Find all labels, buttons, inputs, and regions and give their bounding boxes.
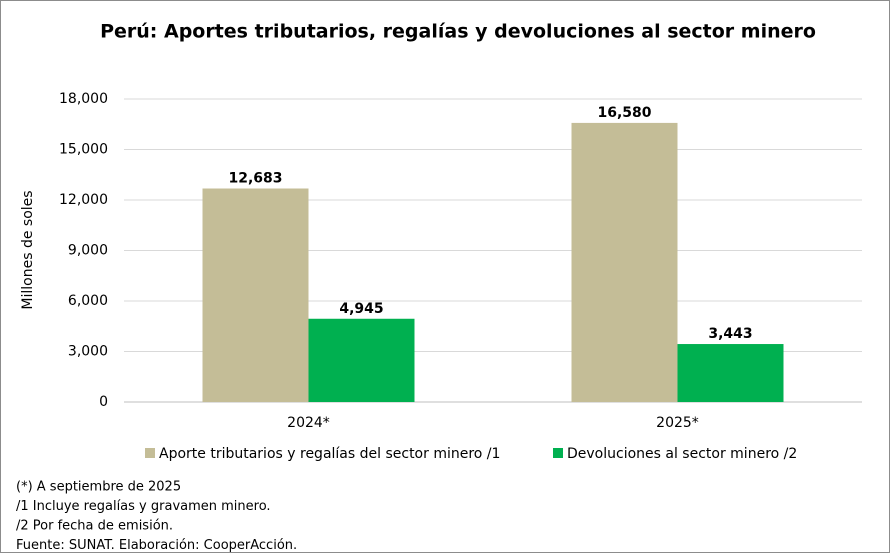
- legend-label: Devoluciones al sector minero /2: [567, 446, 797, 462]
- y-tick-label: 15,000: [59, 142, 108, 158]
- value-label: 16,580: [597, 105, 651, 121]
- footnote: (*) A septiembre de 2025: [16, 480, 181, 495]
- legend-swatch: [553, 448, 563, 458]
- bar: [677, 344, 784, 402]
- y-tick-label: 0: [99, 394, 108, 410]
- x-tick-label: 2025*: [656, 415, 699, 431]
- bar: [202, 188, 309, 402]
- x-tick-label: 2024*: [287, 415, 330, 431]
- footnote: /1 Incluye regalías y gravamen minero.: [16, 499, 271, 514]
- footnote: Fuente: SUNAT. Elaboración: CooperAcción…: [16, 538, 297, 553]
- value-label: 3,443: [708, 326, 752, 342]
- chart-title: Perú: Aportes tributarios, regalías y de…: [100, 21, 816, 43]
- legend-label: Aporte tributarios y regalías del sector…: [159, 446, 500, 462]
- value-label: 12,683: [228, 171, 282, 187]
- value-label: 4,945: [339, 301, 383, 317]
- y-tick-label: 9,000: [68, 243, 108, 259]
- y-axis-label: Millones de soles: [20, 190, 36, 309]
- bar: [571, 122, 678, 403]
- bar: [308, 318, 415, 402]
- y-tick-label: 12,000: [59, 192, 108, 208]
- y-tick-label: 3,000: [68, 344, 108, 360]
- y-tick-label: 18,000: [59, 91, 108, 107]
- footnote: /2 Por fecha de emisión.: [16, 519, 173, 534]
- y-tick-label: 6,000: [68, 293, 108, 309]
- legend-swatch: [145, 448, 155, 458]
